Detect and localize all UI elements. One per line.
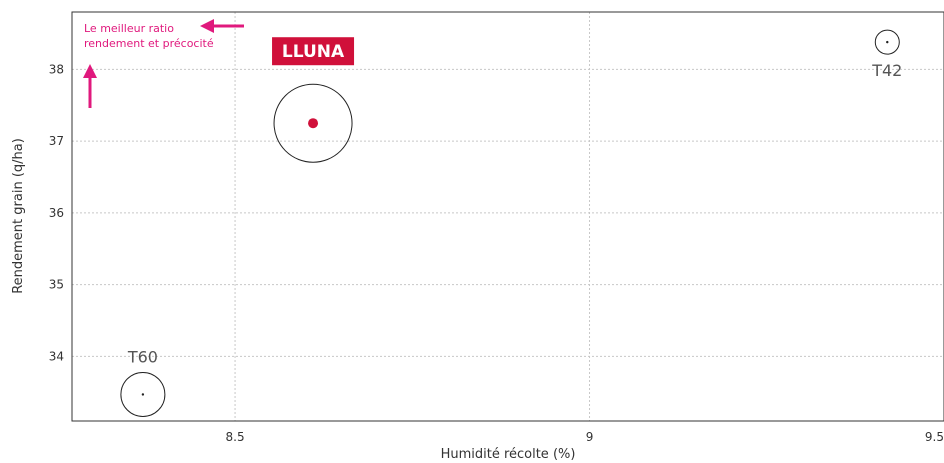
point-t42: T42 (871, 29, 902, 80)
y-tick-label: 34 (49, 349, 64, 363)
y-tick-label: 38 (49, 62, 64, 76)
marker-t60 (141, 393, 145, 396)
y-tick-label: 37 (49, 134, 64, 148)
arrow-left-icon (200, 19, 244, 33)
tick-labels: 8.5 9 9.5 34 35 36 37 38 (49, 62, 944, 444)
annotation-line-1: Le meilleur ratio (84, 22, 174, 35)
label-t60: T60 (127, 347, 158, 366)
bubble-lluna (273, 83, 353, 163)
x-tick-label: 8.5 (226, 430, 245, 444)
y-tick-label: 35 (49, 278, 64, 292)
x-tick-label: 9 (586, 430, 594, 444)
point-lluna: LLUNA (272, 37, 355, 163)
label-t42: T42 (871, 61, 902, 80)
annotation: Le meilleur ratio rendement et précocité (83, 19, 244, 108)
x-tick-label: 9.5 (925, 430, 944, 444)
data-points: LLUNA T42 T60 (120, 29, 902, 417)
point-t60: T60 (120, 347, 166, 417)
y-tick-label: 36 (49, 206, 64, 220)
label-lluna: LLUNA (282, 42, 345, 62)
grid (72, 12, 944, 421)
annotation-line-2: rendement et précocité (84, 37, 214, 50)
marker-t42 (886, 40, 889, 44)
plot-area-frame (71, 11, 944, 422)
label-box-lluna (272, 37, 355, 66)
bubble-t42 (874, 29, 900, 55)
marker-lluna (308, 118, 319, 129)
arrow-up-icon (83, 64, 97, 108)
x-axis-label: Humidité récolte (%) (441, 447, 576, 462)
y-axis-label: Rendement grain (q/ha) (11, 138, 26, 294)
bubble-t60 (120, 371, 166, 417)
